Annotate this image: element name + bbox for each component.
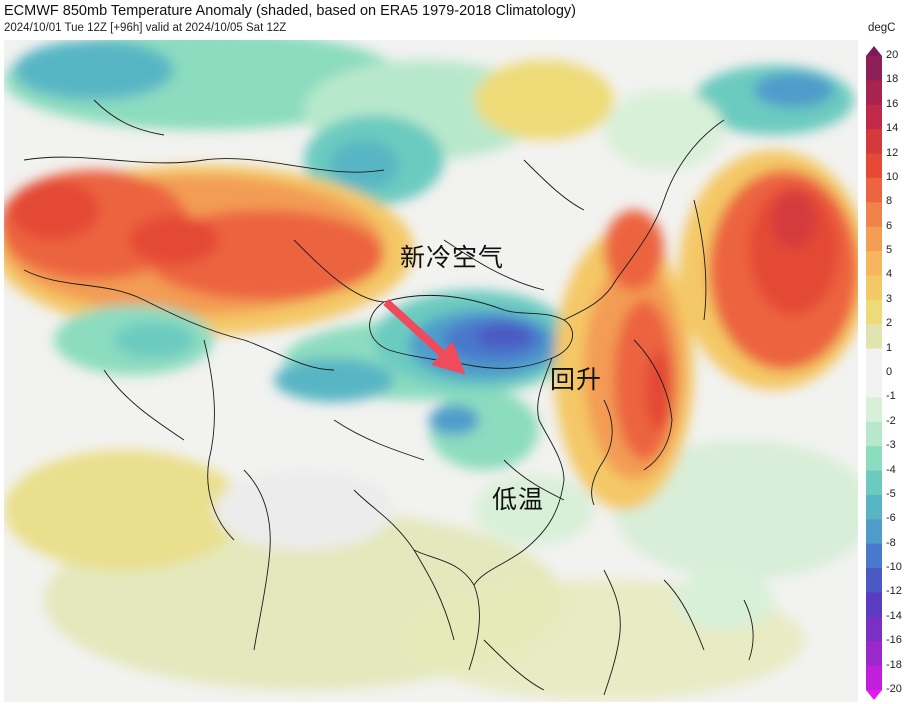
colorbar-segment bbox=[866, 373, 882, 398]
colorbar-segment bbox=[866, 568, 882, 593]
colorbar-tick-label: 8 bbox=[886, 195, 893, 208]
cold-air-arrow bbox=[383, 299, 466, 375]
map-title: ECMWF 850mb Temperature Anomaly (shaded,… bbox=[4, 3, 576, 19]
colorbar-tick-label: 18 bbox=[886, 73, 899, 86]
colorbar-tick-label: -2 bbox=[886, 414, 896, 427]
colorbar-top-tip bbox=[866, 46, 882, 56]
annotation-new-cold-air: 新冷空气 bbox=[400, 243, 505, 272]
colorbar-tick-label: -6 bbox=[886, 512, 896, 525]
colorbar-tick-label: -3 bbox=[886, 439, 896, 452]
colorbar bbox=[866, 46, 882, 700]
colorbar-tick-label: 1 bbox=[886, 341, 893, 354]
header: ECMWF 850mb Temperature Anomaly (shaded,… bbox=[0, 0, 860, 40]
colorbar-segment bbox=[866, 226, 882, 252]
colorbar-labels: 20 18 16 14 12 10 8 6 5 4 3 2 1 0 -1 -2 -3 -4 -5 -6 -8 -10 -12… bbox=[886, 46, 915, 700]
colorbar-segment bbox=[866, 80, 882, 106]
colorbar-segment bbox=[866, 129, 882, 155]
anomaly-map: 新冷空气 回升 低温 bbox=[4, 40, 858, 702]
colorbar-segment bbox=[866, 446, 882, 472]
annotation-low-temp: 低温 bbox=[492, 485, 545, 514]
colorbar-segment bbox=[866, 275, 882, 301]
colorbar-tick-label: -1 bbox=[886, 390, 896, 403]
colorbar-tick-label: -8 bbox=[886, 536, 896, 549]
colorbar-tick-label: -4 bbox=[886, 463, 896, 476]
colorbar-segment bbox=[866, 470, 882, 496]
colorbar-tick-label: -16 bbox=[886, 634, 902, 647]
colorbar-tick-label: -5 bbox=[886, 487, 896, 500]
colorbar-segment bbox=[866, 665, 882, 691]
colorbar-tick-label: 20 bbox=[886, 49, 899, 61]
map-subtitle: 2024/10/01 Tue 12Z [+96h] valid at 2024/… bbox=[4, 22, 287, 34]
colorbar-tick-label: 12 bbox=[886, 146, 899, 159]
colorbar-segment bbox=[866, 202, 882, 228]
colorbar-tick-label: 10 bbox=[886, 170, 899, 183]
colorbar-segment bbox=[866, 348, 882, 374]
anomaly-shading bbox=[4, 40, 858, 700]
colorbar-segment bbox=[866, 421, 882, 447]
colorbar-segment bbox=[866, 324, 882, 350]
colorbar-tick-label: -14 bbox=[886, 609, 902, 622]
colorbar-gradient bbox=[866, 46, 882, 700]
colorbar-tick-label: 3 bbox=[886, 292, 893, 305]
colorbar-unit: degC bbox=[868, 22, 896, 34]
colorbar-tick-label: 4 bbox=[886, 268, 893, 281]
colorbar-segment bbox=[866, 251, 882, 276]
colorbar-segment bbox=[866, 592, 882, 618]
colorbar-segment bbox=[866, 56, 882, 81]
colorbar-segment bbox=[866, 616, 882, 642]
colorbar-tick-label: 0 bbox=[886, 366, 893, 378]
colorbar-segment bbox=[866, 519, 882, 545]
colorbar-segment bbox=[866, 397, 882, 423]
colorbar-tick-label: 2 bbox=[886, 317, 893, 330]
colorbar-tick-label: -10 bbox=[886, 561, 902, 574]
colorbar-segment bbox=[866, 543, 882, 569]
colorbar-segment bbox=[866, 641, 882, 667]
borders bbox=[23, 99, 754, 696]
colorbar-tick-label: 6 bbox=[886, 219, 893, 232]
colorbar-tick-label: -20 bbox=[886, 683, 902, 695]
colorbar-tick-label: 5 bbox=[886, 244, 893, 257]
colorbar-segment bbox=[866, 177, 882, 203]
colorbar-segment bbox=[866, 104, 882, 130]
colorbar-tick-label: -18 bbox=[886, 658, 902, 671]
colorbar-tick-label: 14 bbox=[886, 122, 899, 135]
colorbar-tick-label: -12 bbox=[886, 585, 902, 598]
colorbar-segment bbox=[866, 299, 882, 325]
annotation-rebound: 回升 bbox=[550, 365, 603, 394]
colorbar-segment bbox=[866, 494, 882, 520]
colorbar-segment bbox=[866, 153, 882, 179]
colorbar-tick-label: 16 bbox=[886, 97, 899, 110]
colorbar-bottom-tip bbox=[866, 690, 882, 700]
map-field bbox=[4, 40, 858, 702]
